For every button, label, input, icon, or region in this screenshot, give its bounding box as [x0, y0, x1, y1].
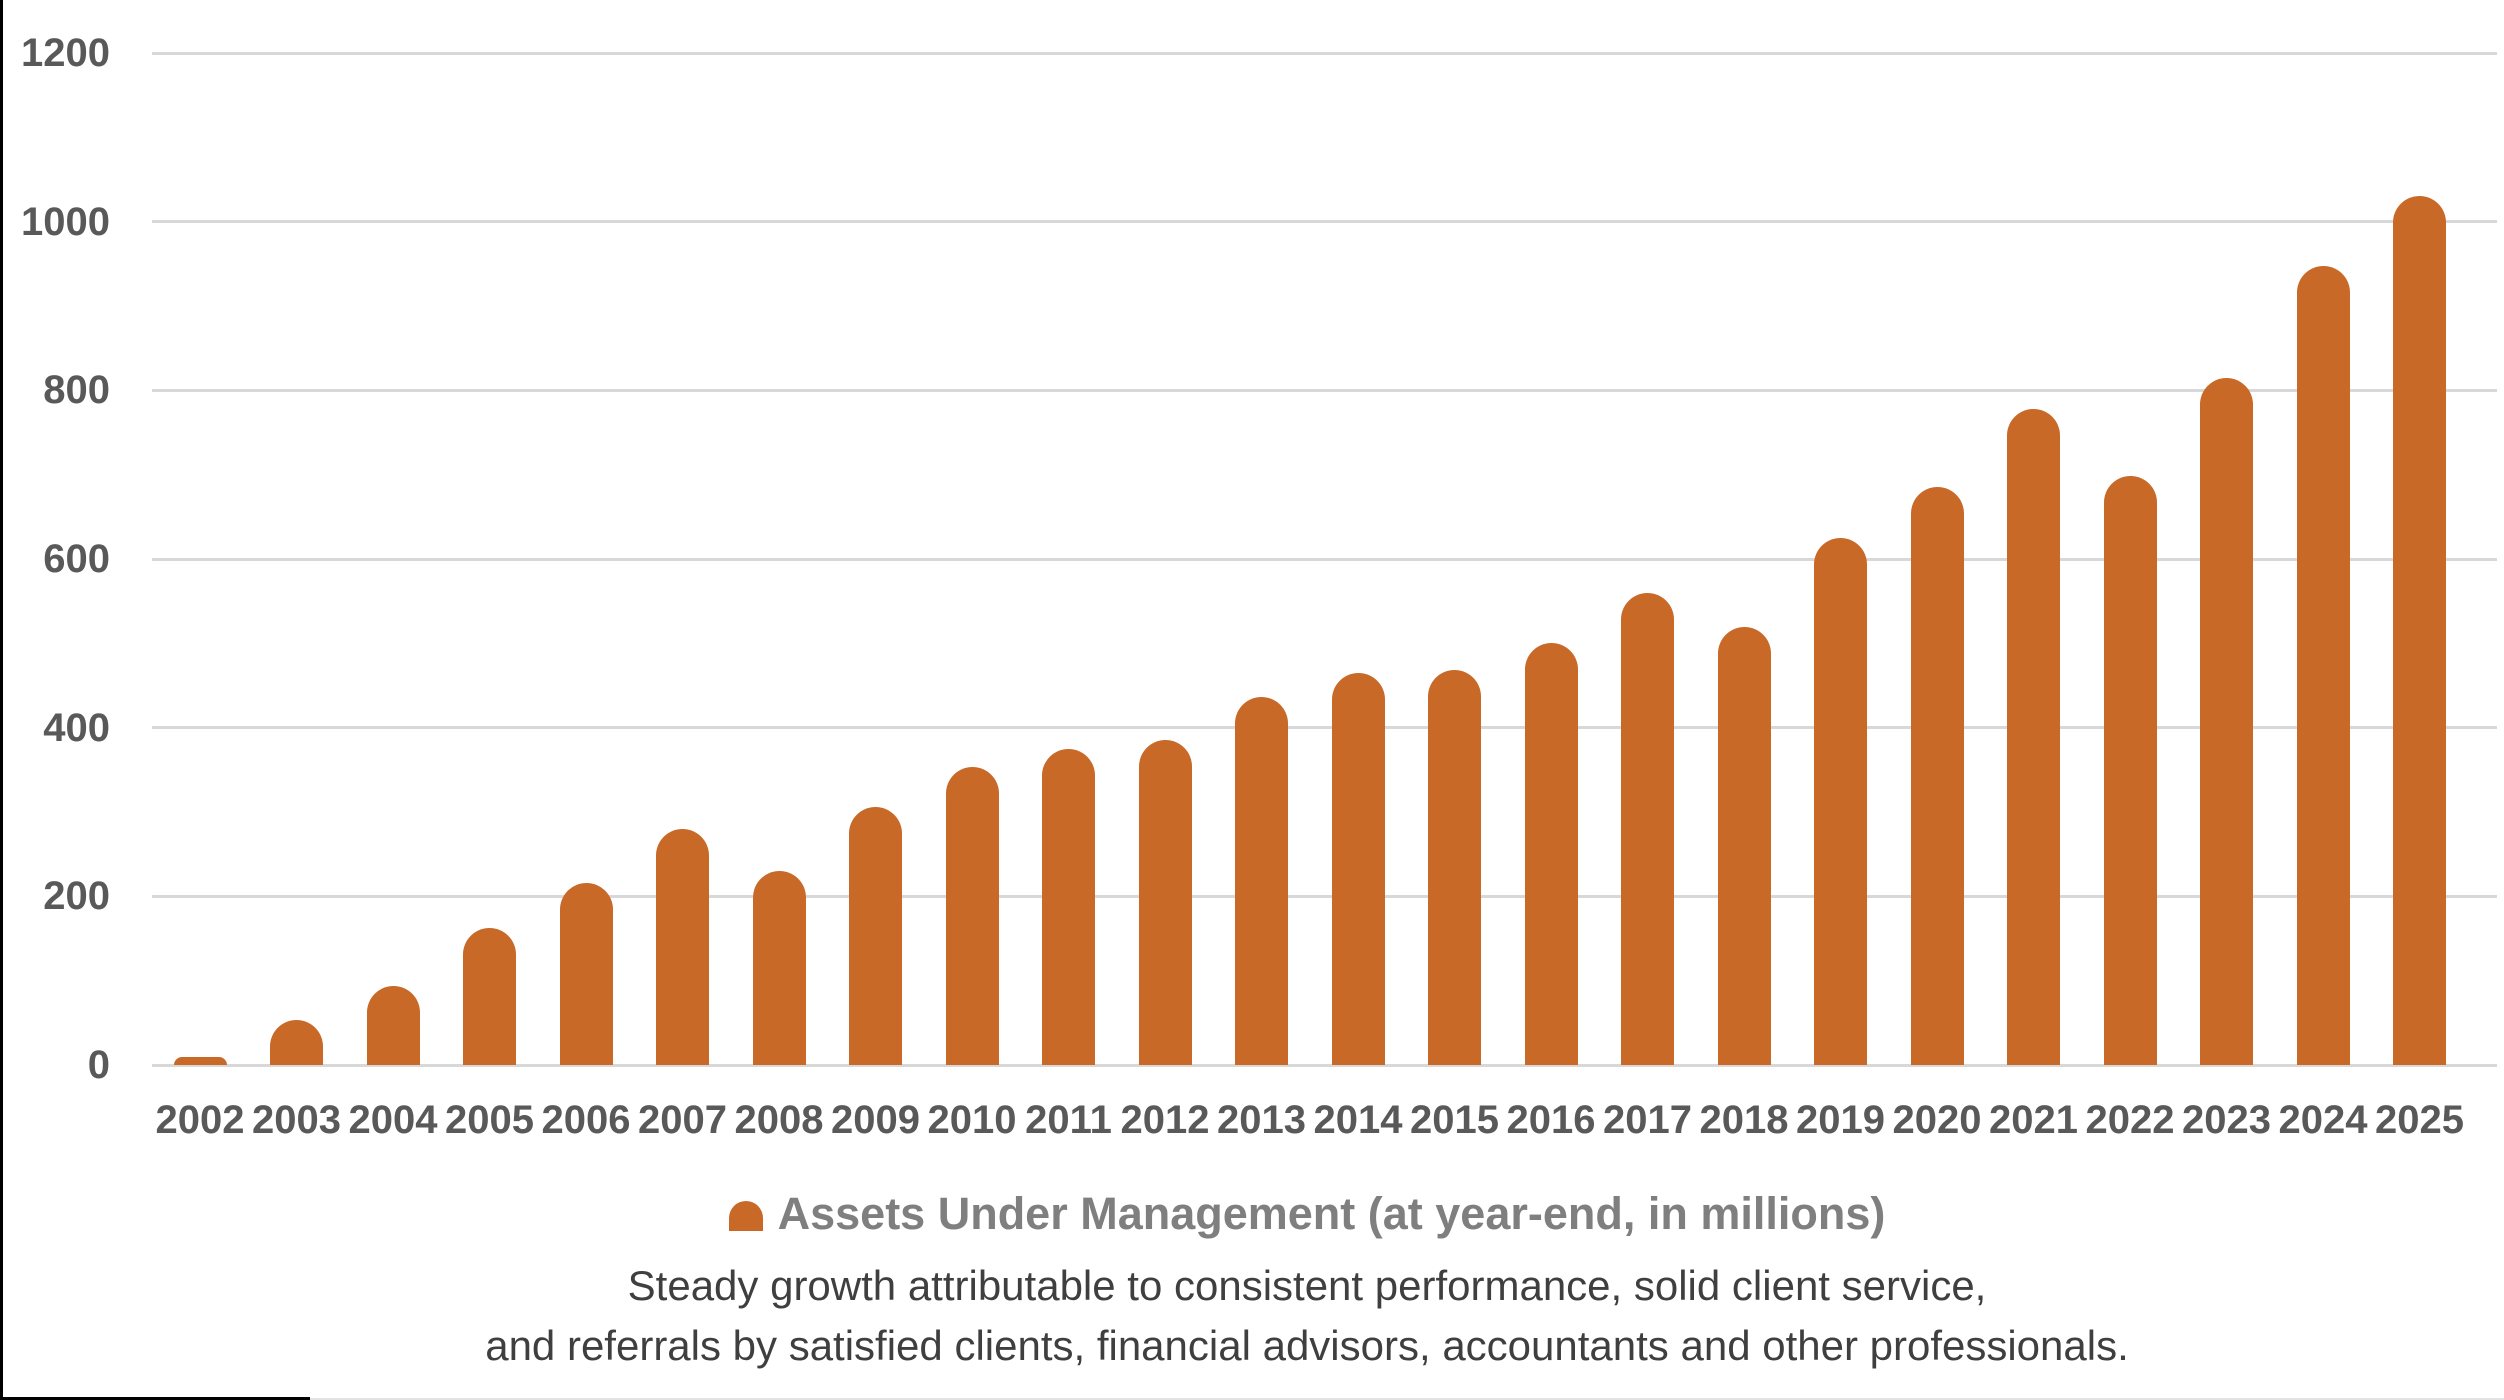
bar-2017 — [1621, 592, 1674, 1065]
y-axis-tick-label: 600 — [43, 537, 110, 581]
x-axis-tick-label-2018: 2018 — [1699, 1098, 1789, 1142]
gridline-y800 — [152, 388, 2497, 392]
x-axis-tick-label-2020: 2020 — [1892, 1098, 1982, 1142]
x-axis-tick-label-2008: 2008 — [734, 1098, 824, 1142]
bar-2018 — [1717, 626, 1771, 1065]
bar-2002 — [173, 1056, 227, 1065]
y-axis-tick-label: 1000 — [21, 199, 110, 244]
bar-2007 — [656, 828, 709, 1065]
bar-2009 — [849, 806, 902, 1065]
bar-2004 — [366, 985, 420, 1065]
bar-2021 — [2007, 408, 2060, 1065]
x-axis-tick-label-2015: 2015 — [1410, 1098, 1499, 1142]
legend-series-marker-icon — [728, 1201, 763, 1231]
bar-2003 — [270, 1020, 323, 1065]
x-axis-tick-label-2017: 2017 — [1603, 1098, 1692, 1142]
x-axis-tick-label-2023: 2023 — [2182, 1098, 2271, 1142]
caption-line-2: and referrals by satisfied clients, fina… — [485, 1322, 2129, 1369]
x-axis-tick-label-2003: 2003 — [252, 1098, 341, 1142]
x-axis-tick-label-2013: 2013 — [1217, 1098, 1306, 1142]
x-axis-tick-label-2011: 2011 — [1025, 1098, 1112, 1142]
bar-2019 — [1814, 537, 1867, 1065]
bar-2006 — [559, 882, 613, 1065]
x-axis-tick-label-2005: 2005 — [445, 1098, 534, 1142]
bar-2023 — [2200, 377, 2253, 1065]
gridline-y600 — [152, 557, 2497, 561]
x-axis-tick-label-2019: 2019 — [1796, 1098, 1885, 1142]
gridline-y0 — [152, 1063, 2497, 1067]
y-axis-tick-label: 800 — [43, 368, 110, 413]
x-axis-tick-label-2007: 2007 — [638, 1098, 727, 1142]
x-axis-tick-label-2021: 2021 — [1989, 1098, 2078, 1142]
x-axis-tick-label-2010: 2010 — [927, 1098, 1017, 1142]
bottom-left-border — [0, 1397, 310, 1400]
x-axis-tick-label-2014: 2014 — [1313, 1098, 1403, 1142]
bar-2015 — [1428, 669, 1481, 1065]
bar-2014 — [1331, 672, 1385, 1065]
bar-2012 — [1138, 739, 1192, 1065]
x-axis-tick-label-2024: 2024 — [2278, 1098, 2368, 1142]
x-axis-tick-label-2022: 2022 — [2085, 1098, 2175, 1142]
chart-caption: Steady growth attributable to consistent… — [110, 1256, 2504, 1376]
y-axis-tick-label: 200 — [43, 874, 110, 919]
bar-2025 — [2393, 196, 2446, 1065]
legend: Assets Under Management (at year-end, in… — [110, 1186, 2504, 1242]
bar-2005 — [463, 928, 516, 1065]
x-axis-tick-label-2004: 2004 — [348, 1098, 438, 1142]
x-axis-tick-label-2006: 2006 — [541, 1098, 631, 1142]
bar-2011 — [1042, 748, 1095, 1066]
y-axis-tick-label: 1200 — [21, 31, 110, 75]
bottom-hairline — [0, 1398, 2504, 1400]
gridline-y400 — [152, 726, 2497, 730]
x-axis-tick-label-2025: 2025 — [2375, 1098, 2464, 1142]
caption-line-1: Steady growth attributable to consistent… — [627, 1262, 1987, 1309]
gridline-y1000 — [152, 220, 2497, 224]
bar-2013 — [1235, 696, 1288, 1065]
gridline-y1200 — [152, 51, 2497, 55]
x-axis-tick-label-2002: 2002 — [155, 1098, 245, 1142]
y-axis-tick-label: 0 — [87, 1043, 110, 1087]
bar-2022 — [2103, 476, 2157, 1065]
left-border — [0, 0, 3, 1400]
x-axis-tick-label-2009: 2009 — [831, 1098, 920, 1142]
bar-2024 — [2296, 265, 2350, 1065]
bar-2016 — [1524, 643, 1578, 1065]
legend-series-label: Assets Under Management (at year-end, in… — [777, 1188, 1886, 1239]
gridline-y200 — [152, 894, 2497, 898]
bar-2020 — [1910, 486, 1964, 1065]
bar-2010 — [945, 767, 999, 1065]
bar-2008 — [752, 871, 806, 1065]
x-axis-tick-label-2016: 2016 — [1506, 1098, 1596, 1142]
x-axis-tick-label-2012: 2012 — [1120, 1098, 1210, 1142]
y-axis-tick-label: 400 — [43, 705, 110, 750]
